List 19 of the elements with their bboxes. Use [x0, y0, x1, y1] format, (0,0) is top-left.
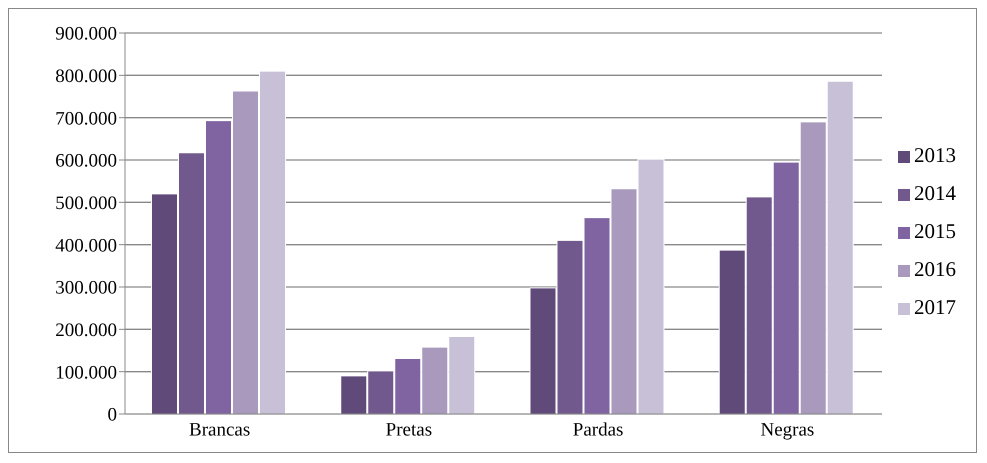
y-tick-label: 800.000 [55, 66, 117, 88]
y-tick-label: 0 [108, 404, 117, 426]
x-tick-label: Pretas [386, 419, 432, 440]
y-tick-label: 200.000 [55, 320, 117, 342]
legend-label: 2014 [914, 180, 956, 204]
legend-label: 2013 [914, 142, 956, 166]
x-tick-label: Pardas [572, 419, 624, 440]
y-tick-label: 100.000 [55, 362, 117, 384]
x-tick-label: Negras [760, 419, 814, 440]
y-tick-label: 300.000 [55, 278, 117, 299]
legend-label: 2015 [914, 218, 956, 242]
x-tick-label: Brancas [189, 419, 250, 440]
y-tick-label: 400.000 [55, 235, 117, 256]
y-tick-label: 900.000 [55, 24, 117, 45]
legend-label: 2016 [914, 256, 956, 280]
y-tick-label: 500.000 [55, 193, 117, 214]
legend-label: 2017 [914, 294, 956, 318]
y-tick-label: 600.000 [55, 150, 117, 172]
y-tick-label: 700.000 [55, 108, 117, 130]
